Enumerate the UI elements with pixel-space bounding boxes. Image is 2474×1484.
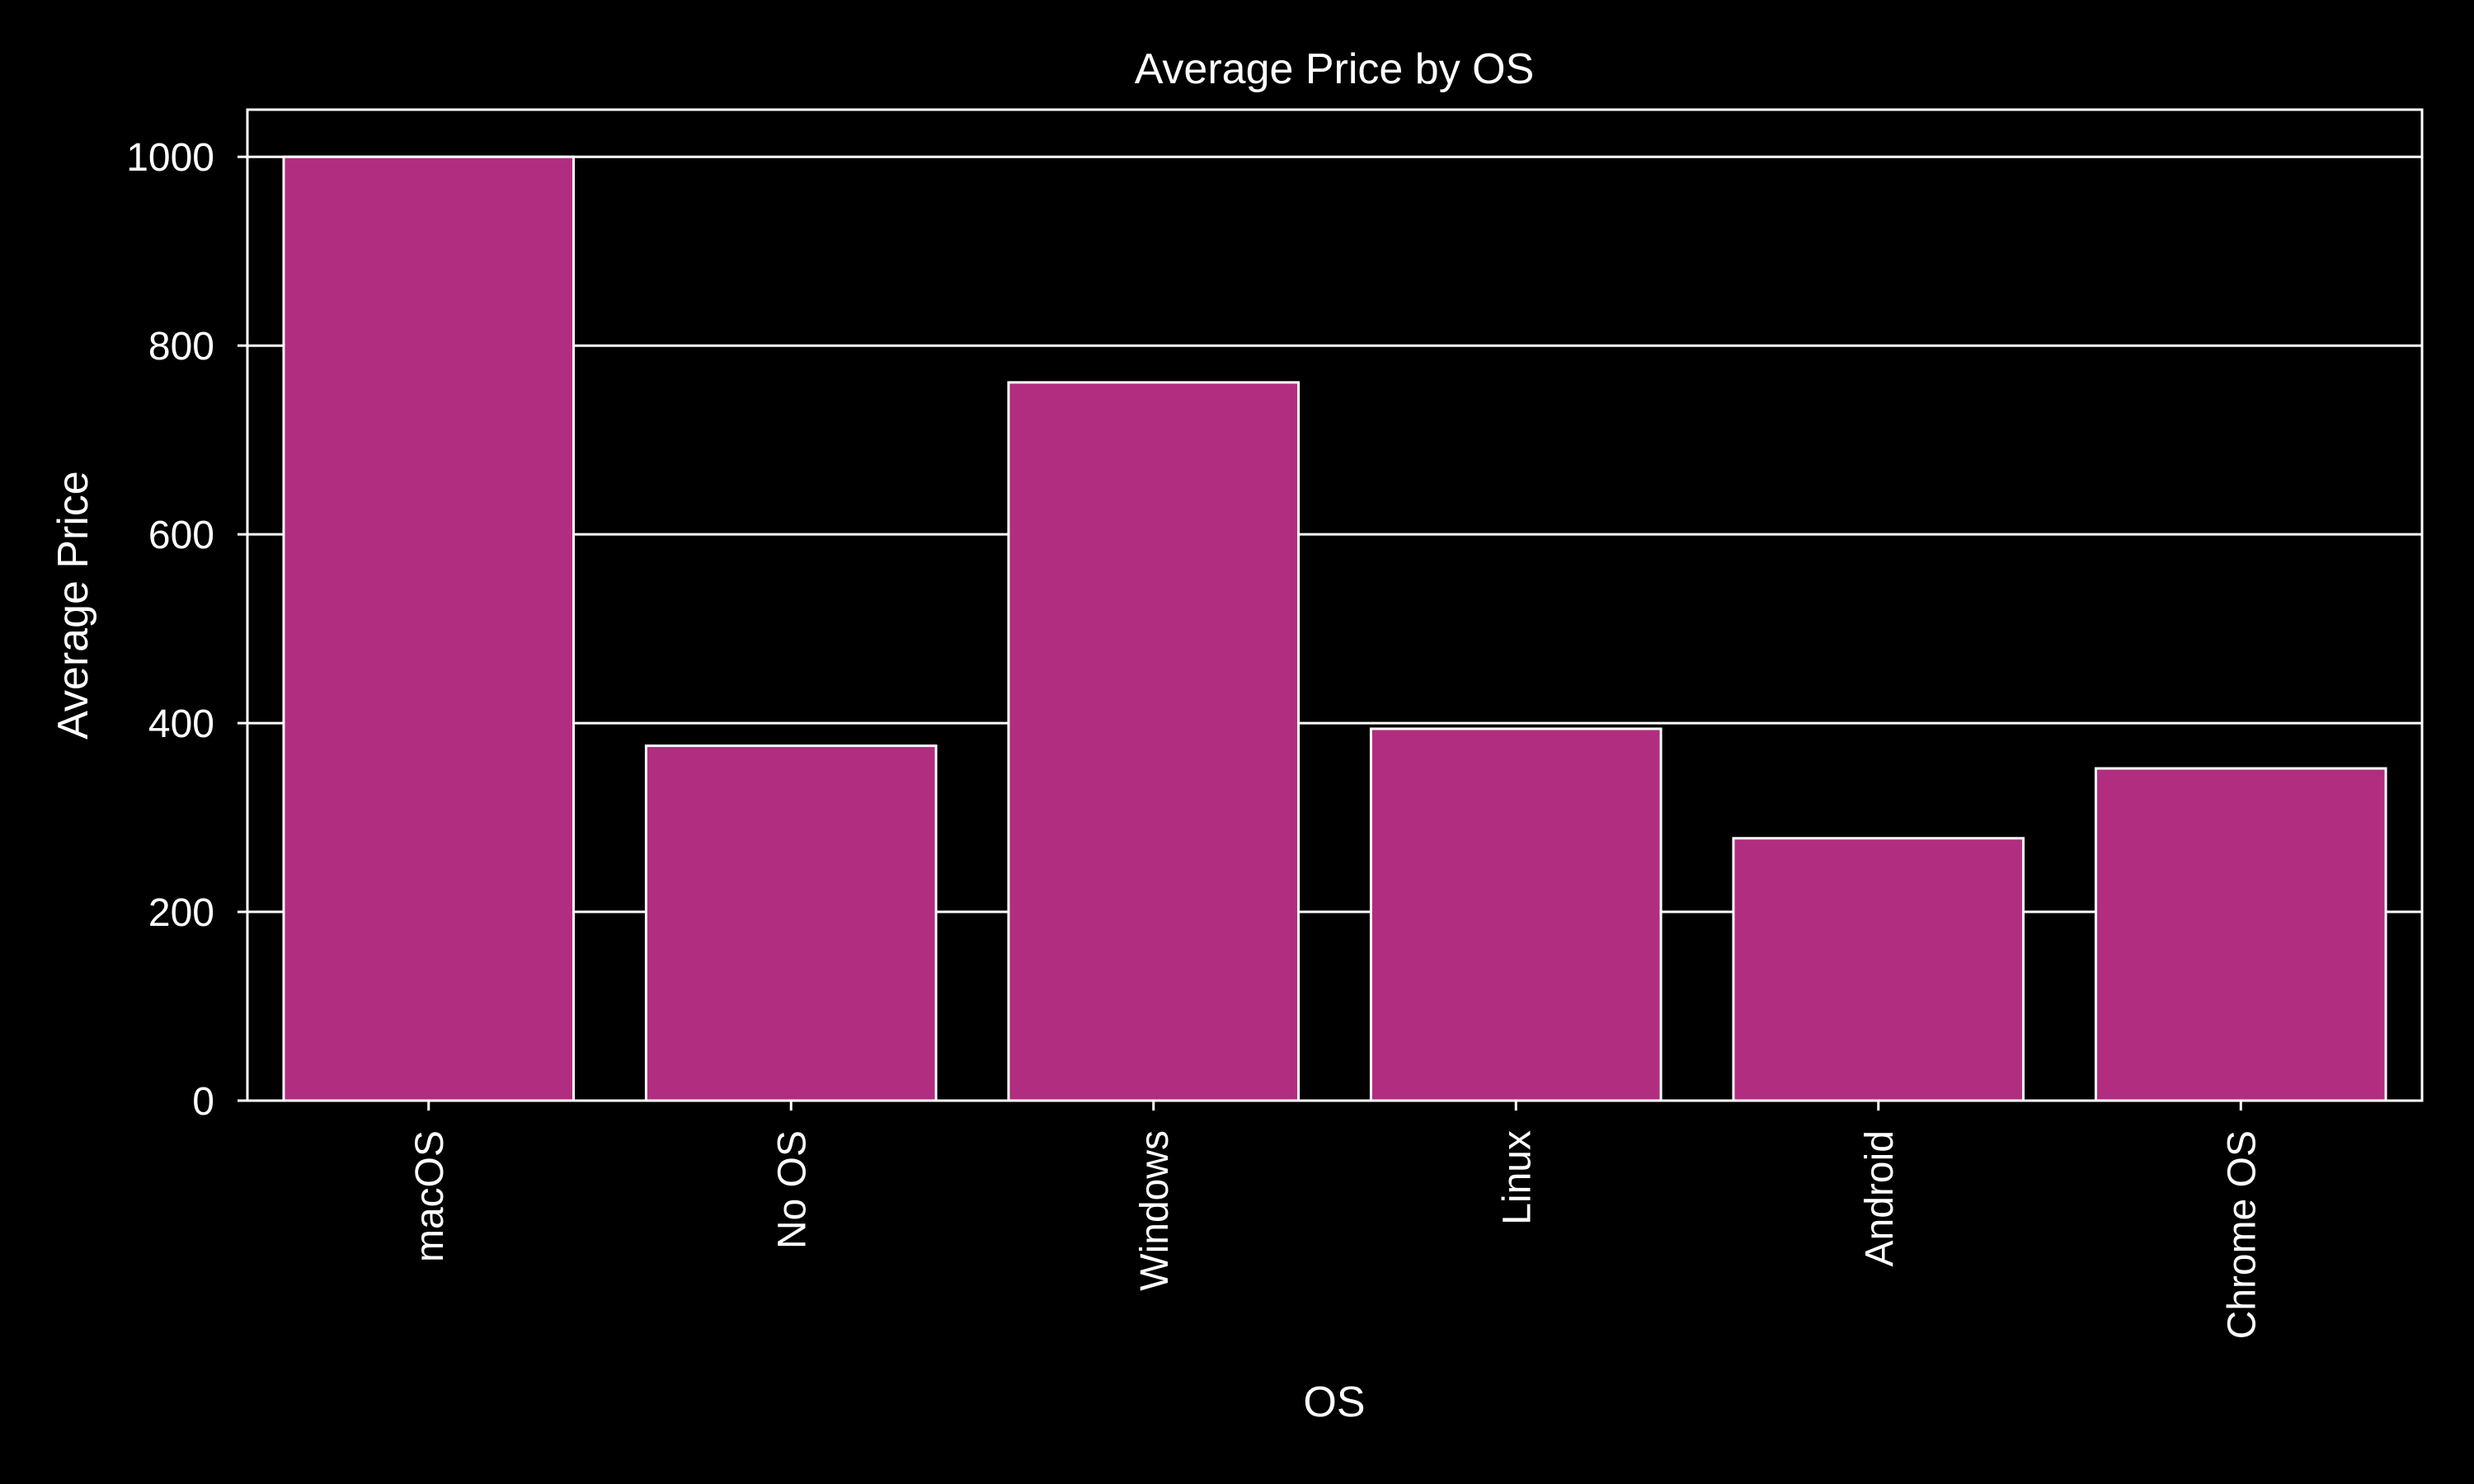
bars [282, 155, 2387, 1102]
x-axis-label: OS [1303, 1378, 1365, 1426]
x-tick-label: No OS [770, 1130, 814, 1249]
y-tick-label: 0 [192, 1080, 214, 1124]
x-tick-label: Chrome OS [2220, 1130, 2264, 1339]
bar-macos [282, 155, 576, 1102]
y-tick-label: 400 [148, 702, 214, 746]
y-tick-label: 800 [148, 325, 214, 369]
bar-windows [1007, 381, 1300, 1102]
x-tick-label: Android [1858, 1130, 1902, 1266]
bar-no-os [644, 744, 938, 1102]
x-axis-ticks: macOS No OS Windows Linux Android Chrome OS [408, 1101, 2264, 1339]
grid-lines [247, 155, 2422, 913]
y-tick-label: 200 [148, 891, 214, 935]
y-axis-ticks: 0 200 400 600 800 1000 [126, 136, 247, 1124]
y-tick-label: 600 [148, 514, 214, 557]
y-tick-label: 1000 [126, 136, 214, 180]
y-axis-label: Average Price [49, 471, 97, 740]
bar-android [1732, 837, 2025, 1102]
x-tick-label: Linux [1495, 1130, 1539, 1225]
chart-title: Average Price by OS [1135, 45, 1535, 93]
x-tick-label: macOS [408, 1130, 452, 1262]
bar-linux [1369, 727, 1663, 1102]
plot-frame [246, 108, 2424, 1102]
x-tick-label: Windows [1133, 1130, 1177, 1291]
bar-chrome-os [2094, 767, 2387, 1102]
